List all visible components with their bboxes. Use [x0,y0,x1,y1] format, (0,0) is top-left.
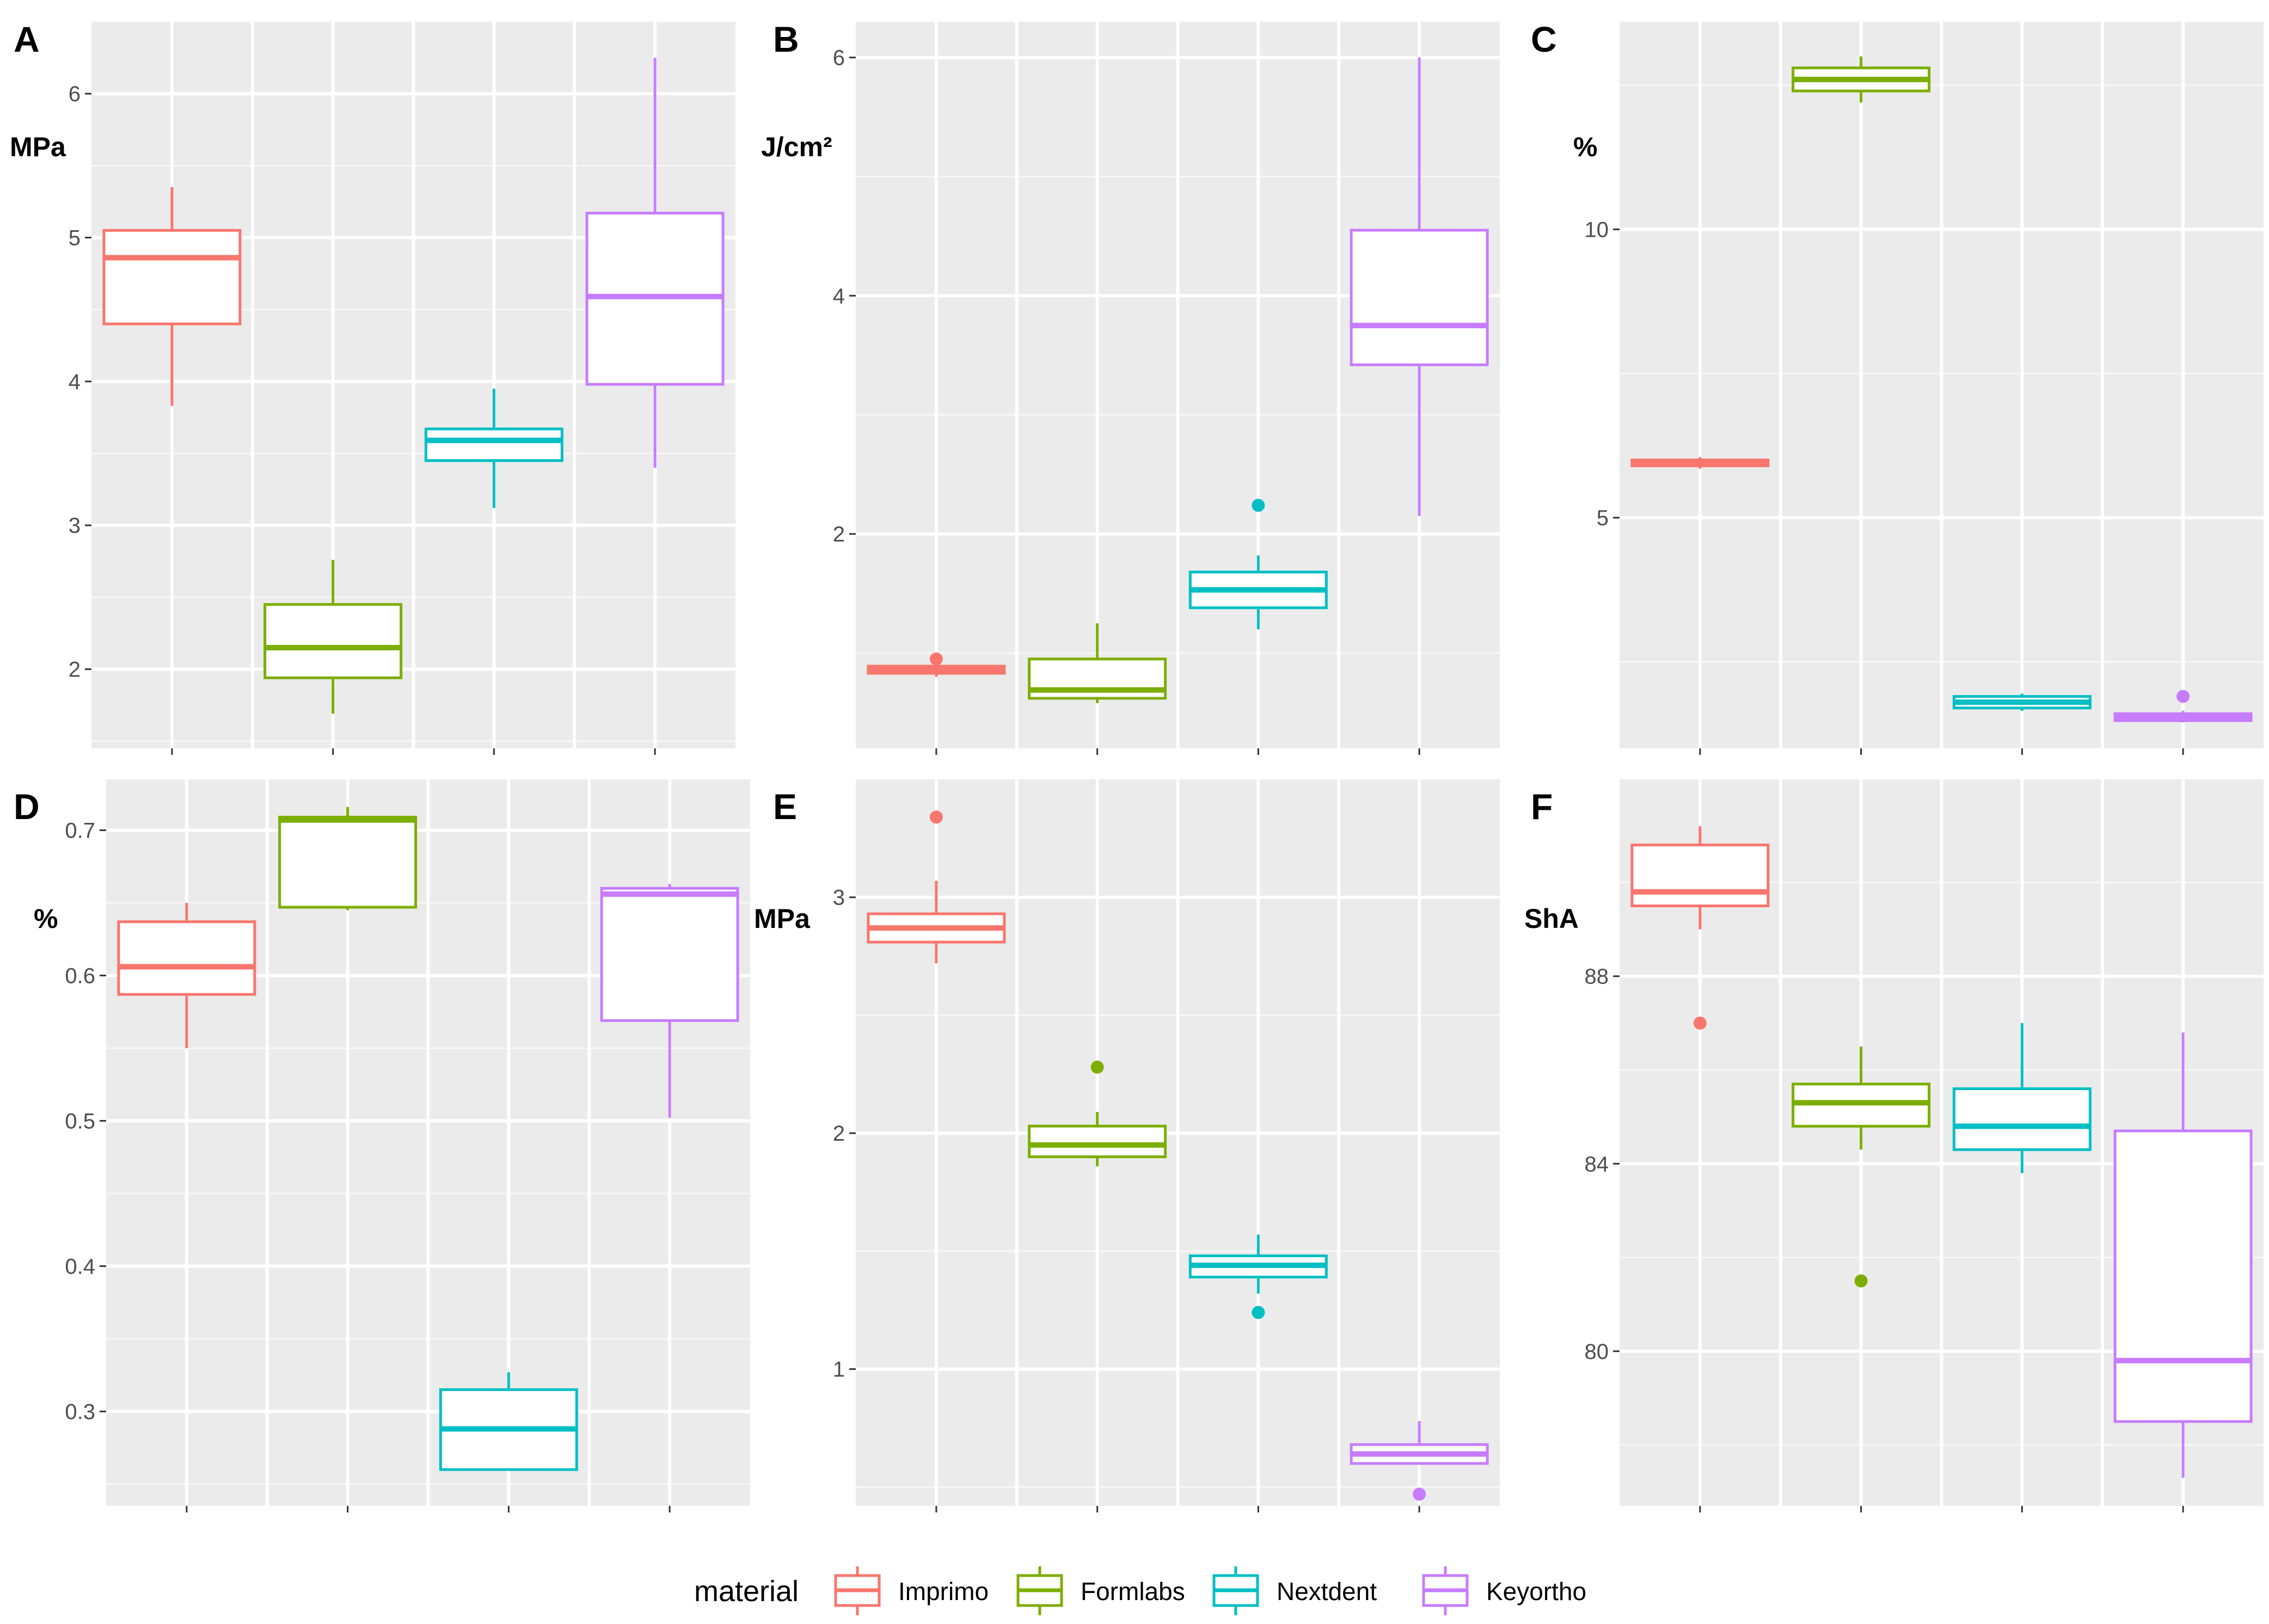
box-imprimo [867,810,1006,964]
iqr-box [424,427,563,462]
y-tick-label: 4 [69,370,81,394]
legend-item-keyortho: Keyortho [1422,1566,1586,1615]
box-formlabs [1792,56,1931,103]
iqr-box [1028,1124,1167,1159]
legend-item-nextdent: Nextdent [1212,1566,1377,1615]
outlier-point [1252,1306,1265,1319]
outlier-point [929,810,943,824]
box-formlabs [1792,1046,1931,1288]
iqr-box [1630,844,1770,908]
iqr-box [1350,229,1489,366]
panel-letter: A [14,19,40,59]
box-keyortho [2113,690,2253,723]
panel-letter: B [773,19,799,59]
iqr-box [102,229,242,325]
outlier-point [1252,499,1265,512]
box-keyortho [2113,1032,2253,1478]
panel-letter: C [1531,19,1557,59]
y-tick-label: 2 [833,522,845,546]
iqr-box [263,603,403,679]
y-tick-label: 3 [833,886,845,910]
y-axis-unit-label: % [34,903,58,934]
box-imprimo [117,902,256,1048]
outlier-point [1090,1060,1104,1074]
box-keyortho [1350,57,1489,516]
legend-label: Imprimo [898,1577,989,1605]
panel-d: 0.3 0.4 0.5 0.6 0.7 D% [14,779,750,1512]
box-keyortho [1350,1420,1489,1501]
panel-letter: D [14,786,40,827]
panel-b: 2 4 6 B J/cm² [761,19,1500,755]
legend-label: Keyortho [1486,1577,1586,1605]
box-nextdent [1952,1023,2092,1173]
iqr-box [600,887,739,1022]
y-tick-label: 3 [69,514,81,538]
y-tick-label: 10 [1585,218,1609,242]
y-tick-label: 84 [1585,1152,1609,1176]
y-tick-label: 2 [69,658,81,682]
panel-letter: F [1531,786,1553,827]
y-tick-label: 0.7 [65,819,95,842]
panel-e: 1 2 3 E MPa [754,779,1500,1512]
y-tick-label: 4 [833,284,845,308]
y-tick-label: 0.5 [65,1109,95,1133]
y-tick-label: 1 [833,1358,845,1382]
outlier-point [929,652,943,666]
y-tick-label: 5 [1597,506,1609,530]
outlier-point [1413,1487,1426,1501]
box-nextdent [424,389,563,508]
legend-item-formlabs: Formlabs [1016,1566,1185,1615]
legend-label: Formlabs [1081,1577,1185,1605]
box-formlabs [278,807,418,911]
box-formlabs [263,559,403,714]
y-tick-label: 88 [1585,965,1609,989]
box-keyortho [585,58,725,468]
y-tick-label: 5 [69,226,81,250]
outlier-point [2176,690,2190,703]
legend: material Imprimo Formlabs Nextdent Keyortho [694,1566,1586,1615]
y-axis-unit-label: MPa [10,132,66,162]
box-nextdent [1188,1234,1328,1319]
y-tick-label: 6 [833,46,845,70]
legend-title: material [694,1575,799,1608]
y-tick-label: 0.3 [65,1400,95,1424]
outlier-point [1854,1274,1868,1288]
y-tick-label: 80 [1585,1340,1609,1364]
iqr-box [1952,1087,2092,1151]
box-imprimo [1630,826,1770,1030]
outlier-point [1693,1016,1707,1030]
box-imprimo [867,652,1006,677]
panel-letter: E [773,786,797,827]
legend-item-imprimo: Imprimo [834,1566,989,1615]
y-tick-label: 6 [69,82,81,106]
iqr-box [278,815,418,909]
panel-a: 2 3 4 5 6 A MPa [10,19,735,755]
y-tick-label: 2 [833,1122,845,1146]
y-axis-unit-label: MPa [754,903,811,934]
y-axis-unit-label: % [1573,132,1597,162]
y-axis-unit-label: ShA [1524,903,1579,934]
panel-c: 5 10 C% [1531,19,2264,755]
box-nextdent [1188,499,1328,630]
box-keyortho [600,884,739,1118]
box-nextdent [439,1372,578,1471]
box-imprimo [102,187,242,406]
panel-f: 80 84 88 F ShA [1524,779,2264,1512]
iqr-box [117,920,256,996]
box-imprimo [1630,457,1770,469]
y-tick-label: 0.4 [65,1254,95,1278]
iqr-box [2113,1129,2253,1423]
y-axis-unit-label: J/cm² [761,132,832,162]
box-formlabs [1028,1060,1167,1166]
legend-label: Nextdent [1277,1577,1377,1605]
box-nextdent [1952,693,2092,711]
box-formlabs [1028,623,1167,703]
y-tick-label: 0.6 [65,964,95,988]
